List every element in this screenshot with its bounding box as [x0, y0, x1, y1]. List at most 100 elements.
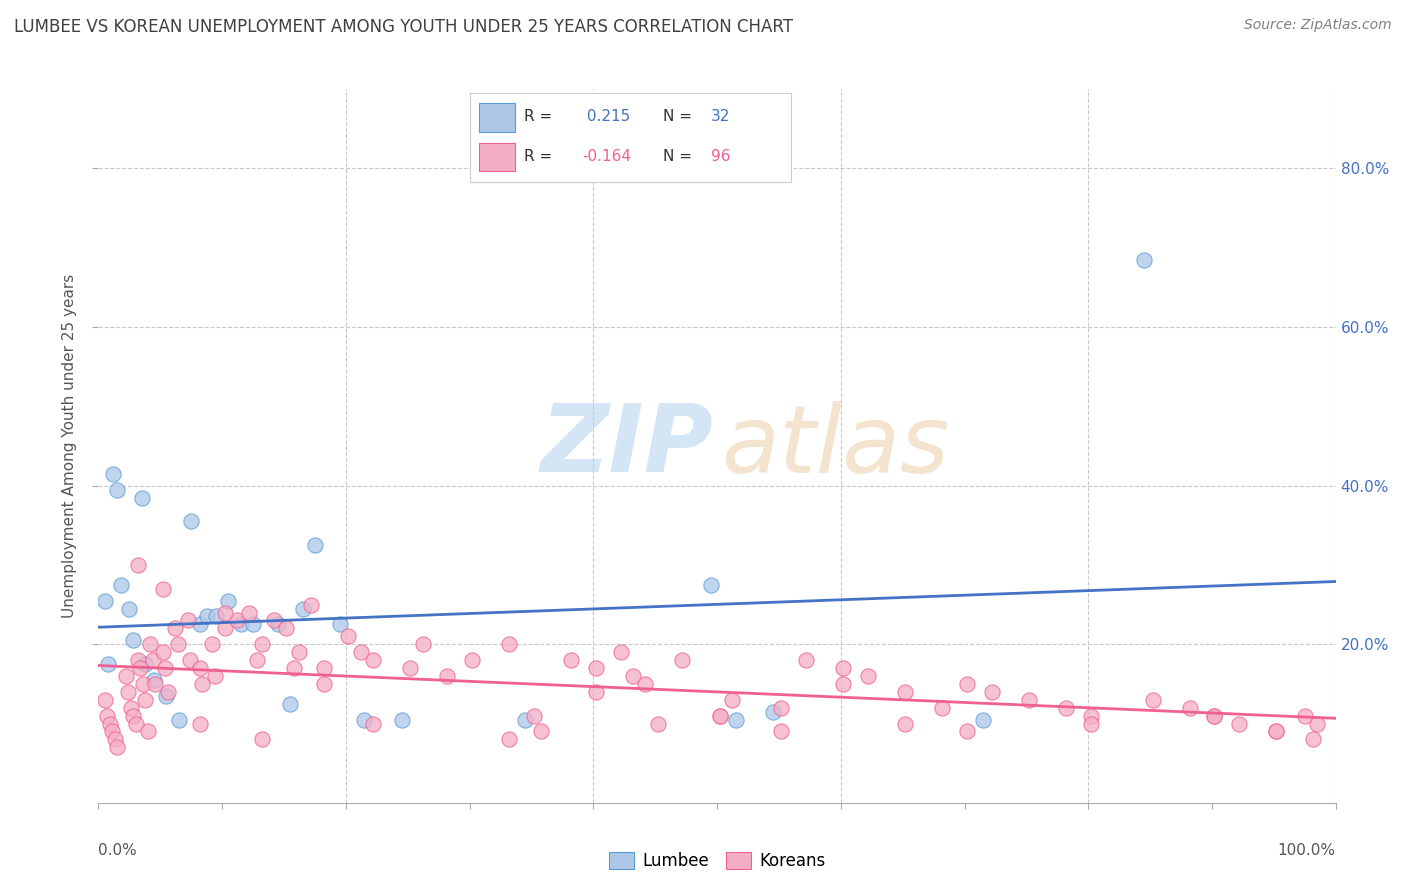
- Point: [136, 724, 159, 739]
- Point: [166, 637, 188, 651]
- Point: [204, 669, 226, 683]
- Point: [832, 661, 855, 675]
- Point: [709, 708, 731, 723]
- Point: [609, 645, 631, 659]
- Point: [93, 692, 115, 706]
- Point: [832, 677, 855, 691]
- Point: [143, 677, 166, 691]
- Point: [103, 732, 125, 747]
- Point: [498, 637, 520, 651]
- Point: [671, 653, 693, 667]
- Point: [498, 732, 520, 747]
- Point: [127, 558, 149, 572]
- Point: [1133, 252, 1156, 267]
- Point: [399, 661, 422, 675]
- Point: [956, 724, 979, 739]
- Point: [167, 713, 190, 727]
- Point: [246, 653, 269, 667]
- Point: [523, 708, 546, 723]
- Point: [391, 713, 413, 727]
- Text: 0.0%: 0.0%: [98, 843, 138, 858]
- Point: [283, 661, 305, 675]
- Point: [770, 724, 793, 739]
- Point: [139, 637, 162, 651]
- Point: [312, 661, 335, 675]
- Point: [263, 614, 285, 628]
- Point: [329, 617, 352, 632]
- Point: [155, 661, 177, 675]
- Point: [155, 689, 177, 703]
- Point: [931, 700, 953, 714]
- Point: [276, 621, 298, 635]
- Point: [585, 685, 607, 699]
- Point: [134, 657, 156, 671]
- Y-axis label: Unemployment Among Youth under 25 years: Unemployment Among Youth under 25 years: [62, 274, 77, 618]
- Point: [461, 653, 484, 667]
- Point: [217, 593, 239, 607]
- Point: [350, 645, 373, 659]
- Text: atlas: atlas: [721, 401, 949, 491]
- Point: [110, 578, 132, 592]
- Point: [134, 692, 156, 706]
- Point: [1080, 708, 1102, 723]
- Point: [188, 617, 211, 632]
- Point: [98, 716, 121, 731]
- Point: [195, 609, 218, 624]
- Point: [1294, 708, 1316, 723]
- Point: [515, 713, 537, 727]
- Point: [312, 677, 335, 691]
- Point: [226, 614, 249, 628]
- Point: [700, 578, 723, 592]
- Point: [152, 582, 174, 596]
- Point: [124, 716, 146, 731]
- Point: [894, 685, 917, 699]
- Point: [117, 685, 139, 699]
- Point: [1142, 692, 1164, 706]
- Point: [176, 614, 198, 628]
- Point: [131, 491, 153, 505]
- Point: [250, 732, 273, 747]
- Text: ZIP: ZIP: [540, 400, 713, 492]
- Point: [191, 677, 214, 691]
- Point: [1265, 724, 1288, 739]
- Point: [214, 621, 236, 635]
- Point: [105, 740, 128, 755]
- Point: [337, 629, 360, 643]
- Point: [105, 483, 128, 497]
- Point: [96, 708, 118, 723]
- Point: [585, 661, 607, 675]
- Point: [165, 621, 187, 635]
- Point: [250, 637, 273, 651]
- Point: [634, 677, 657, 691]
- Point: [709, 708, 731, 723]
- Point: [132, 677, 155, 691]
- Point: [1227, 716, 1250, 731]
- Point: [1054, 700, 1077, 714]
- Point: [560, 653, 582, 667]
- Point: [1265, 724, 1288, 739]
- Point: [122, 708, 145, 723]
- Point: [721, 692, 744, 706]
- Point: [179, 653, 201, 667]
- Point: [361, 716, 384, 731]
- Point: [894, 716, 917, 731]
- Point: [214, 606, 236, 620]
- Point: [156, 685, 179, 699]
- Point: [762, 705, 785, 719]
- Point: [621, 669, 644, 683]
- Point: [1080, 716, 1102, 731]
- Point: [229, 617, 252, 632]
- Point: [1306, 716, 1329, 731]
- Text: Source: ZipAtlas.com: Source: ZipAtlas.com: [1244, 18, 1392, 32]
- Point: [956, 677, 979, 691]
- Point: [972, 713, 994, 727]
- Point: [647, 716, 669, 731]
- Point: [201, 637, 224, 651]
- Point: [267, 617, 290, 632]
- Text: LUMBEE VS KOREAN UNEMPLOYMENT AMONG YOUTH UNDER 25 YEARS CORRELATION CHART: LUMBEE VS KOREAN UNEMPLOYMENT AMONG YOUT…: [14, 18, 793, 36]
- Point: [1018, 692, 1040, 706]
- Point: [291, 601, 314, 615]
- Point: [530, 724, 553, 739]
- Point: [724, 713, 747, 727]
- Point: [114, 669, 136, 683]
